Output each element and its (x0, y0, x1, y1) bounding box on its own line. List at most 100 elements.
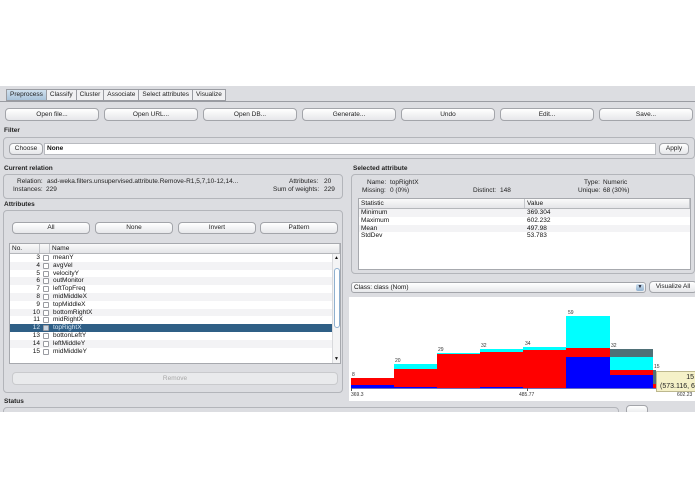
bar-segment-blue (610, 375, 653, 388)
table-row[interactable]: 9 topMiddleX (10, 301, 340, 309)
edit-button[interactable]: Edit... (500, 108, 594, 121)
select-all-button[interactable]: All (12, 222, 90, 234)
weka-explorer-window: Preprocess Classify Cluster Associate Se… (0, 86, 695, 412)
row-checkbox[interactable] (43, 325, 49, 332)
bar-segment-blue (480, 387, 523, 388)
table-row[interactable]: 4 avgVel (10, 261, 340, 270)
row-checkbox[interactable] (43, 278, 49, 285)
table-row[interactable]: 8 midMiddleX (10, 292, 340, 301)
attr-name-value: topRightX (390, 179, 419, 186)
tab-preprocess[interactable]: Preprocess (6, 89, 47, 101)
save-button[interactable]: Save... (599, 108, 693, 121)
select-none-button[interactable]: None (95, 222, 173, 234)
chevron-down-icon[interactable]: ▼ (636, 284, 644, 291)
tab-classify[interactable]: Classify (46, 89, 77, 101)
column-header-value[interactable]: Value (525, 199, 690, 208)
stat-value: 602.232 (527, 216, 551, 224)
row-name: topRightX (53, 324, 82, 332)
pattern-button[interactable]: Pattern (260, 222, 338, 234)
bar-segment-cyan (523, 347, 566, 350)
bar-segment-red (610, 370, 653, 375)
table-row[interactable]: 3 meanY (10, 254, 340, 262)
table-row[interactable]: 5 velocityY (10, 270, 340, 278)
apply-button[interactable]: Apply (659, 143, 689, 155)
distinct-label: Distinct: (473, 187, 497, 194)
table-row[interactable]: 13 bottonLeftY (10, 332, 340, 340)
status-label: Status (4, 398, 24, 405)
scroll-up-arrow-icon[interactable]: ▲ (334, 255, 339, 261)
row-number: 6 (36, 277, 40, 285)
type-value: Numeric (603, 179, 628, 186)
open-db-button[interactable]: Open DB... (203, 108, 297, 121)
invert-selection-button[interactable]: Invert (178, 222, 256, 234)
bar-label: 20 (395, 358, 401, 364)
table-row[interactable]: 10 bottomRightX (10, 308, 340, 317)
open-url-button[interactable]: Open URL... (104, 108, 198, 121)
table-row[interactable]: 15 midMiddleY (10, 348, 340, 356)
row-checkbox[interactable] (43, 293, 49, 300)
undo-button[interactable]: Undo (401, 108, 495, 121)
generate-button[interactable]: Generate... (302, 108, 396, 121)
column-header-statistic[interactable]: Statistic (359, 199, 525, 208)
tab-cluster[interactable]: Cluster (76, 89, 105, 101)
row-checkbox[interactable] (43, 340, 49, 347)
attributes-scrollbar[interactable]: ▲ ▼ (332, 254, 340, 363)
scroll-down-arrow-icon[interactable]: ▼ (334, 356, 339, 362)
x-axis-max-label: 602.23 (677, 392, 693, 398)
tab-divider (0, 101, 695, 102)
open-file-button[interactable]: Open file... (5, 108, 99, 121)
table-row[interactable]: 7 leftTopFreq (10, 285, 340, 293)
unique-value: 68 (30%) (603, 187, 630, 194)
tab-associate[interactable]: Associate (104, 89, 140, 101)
row-checkbox[interactable] (43, 348, 49, 355)
class-selector-dropdown[interactable]: Class: class (Nom) ▼ (351, 282, 646, 293)
row-checkbox[interactable] (43, 317, 49, 324)
column-header-name[interactable]: Name (50, 244, 340, 253)
column-header-no[interactable]: No. (10, 244, 40, 253)
attributes-label: Attributes (4, 201, 35, 208)
table-row[interactable]: 6 outMonitor (10, 277, 340, 286)
table-row: StdDev 53.783 (359, 232, 690, 240)
row-name: outMonitor (53, 277, 84, 285)
tab-visualize[interactable]: Visualize (193, 89, 226, 101)
table-row[interactable]: 14 leftMiddleY (10, 339, 340, 348)
bar-segment-blue (394, 387, 437, 388)
bar-segment-cyan (480, 349, 523, 352)
bar-label: 34 (525, 341, 531, 347)
class-selector-value: Class: class (Nom) (354, 284, 409, 291)
relation-label: Relation: (17, 178, 43, 185)
filter-field[interactable]: None (44, 143, 656, 155)
bar-segment-red (437, 354, 480, 388)
row-checkbox[interactable] (43, 270, 49, 277)
bar-segment-cyan (394, 364, 437, 369)
log-button[interactable] (626, 405, 648, 412)
bar-segment-red (566, 348, 610, 357)
tooltip-range: (573.116, 6 (660, 383, 695, 390)
row-checkbox[interactable] (43, 262, 49, 269)
visualize-all-button[interactable]: Visualize All (649, 281, 695, 293)
table-row-selected[interactable]: 12 topRightX (10, 324, 340, 332)
table-row: Minimum 369.304 (359, 209, 690, 217)
axis-tick (527, 388, 528, 391)
bar-segment-cyan (610, 357, 653, 370)
table-row[interactable]: 11 midRightX (10, 316, 340, 324)
column-header-checkbox[interactable] (40, 244, 50, 253)
bar-segment-cyan (437, 353, 480, 354)
row-checkbox[interactable] (43, 309, 49, 316)
row-checkbox[interactable] (43, 332, 49, 339)
row-checkbox[interactable] (43, 301, 49, 308)
selected-attribute-label: Selected attribute (353, 165, 408, 172)
remove-button[interactable]: Remove (12, 372, 338, 385)
row-name: midMiddleX (53, 292, 87, 300)
row-number: 7 (36, 285, 40, 293)
row-checkbox[interactable] (43, 255, 49, 261)
attributes-count-label: Attributes: (289, 178, 319, 185)
table-row: Mean 497.98 (359, 224, 690, 233)
row-checkbox[interactable] (43, 286, 49, 293)
row-name: avgVel (53, 261, 73, 269)
tab-select-attributes[interactable]: Select attributes (139, 89, 194, 101)
row-number: 11 (33, 316, 40, 324)
scrollbar-thumb[interactable] (334, 268, 340, 328)
choose-filter-button[interactable]: Choose (9, 143, 43, 155)
row-number: 14 (32, 339, 40, 347)
